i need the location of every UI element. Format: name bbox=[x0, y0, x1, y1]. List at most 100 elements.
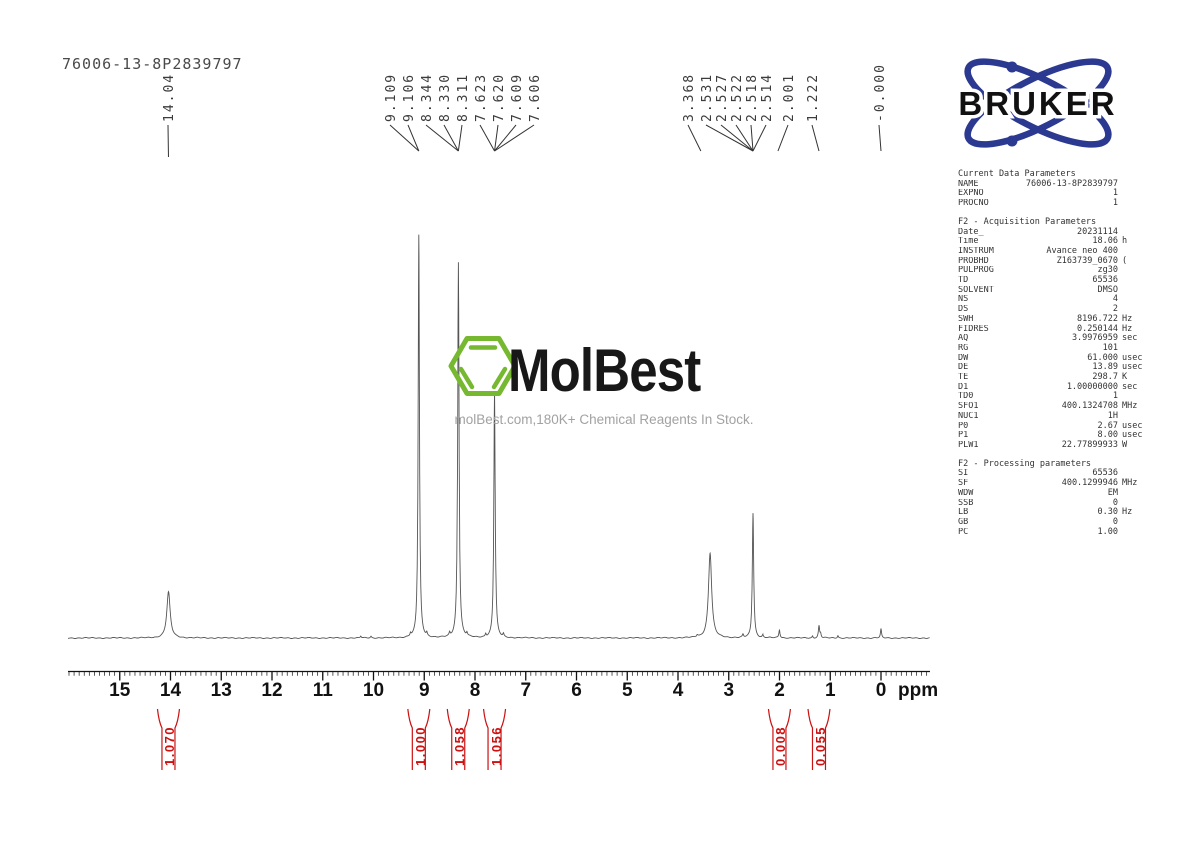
param-key: TD bbox=[958, 276, 969, 286]
integral-value-label: 1.000 bbox=[412, 725, 428, 766]
param-row: D1 1.00000000 sec bbox=[958, 382, 1154, 393]
param-value: 2.67 bbox=[1097, 420, 1118, 431]
peak-shift-label: 8.330 bbox=[438, 72, 453, 122]
param-unit bbox=[1118, 518, 1154, 528]
param-key: NUC1 bbox=[958, 411, 979, 421]
param-key: TD0 bbox=[958, 392, 974, 402]
param-row: PROCNO 1 bbox=[958, 198, 1154, 209]
peak-label-connector bbox=[494, 124, 517, 152]
param-row: NAME 76006-13-8P2839797 bbox=[958, 179, 1154, 190]
axis-tick-label: 0 bbox=[875, 680, 887, 701]
axis-tick-label: 7 bbox=[520, 680, 532, 701]
axis-tick-label: 10 bbox=[362, 680, 385, 701]
param-value: 2 bbox=[1112, 304, 1118, 315]
param-unit: MHz bbox=[1122, 401, 1138, 412]
param-key: DS bbox=[958, 305, 969, 315]
peak-shift-label: -0.000 bbox=[873, 63, 888, 122]
peak-shift-label: 7.623 bbox=[474, 72, 489, 122]
param-unit bbox=[1118, 180, 1154, 190]
param-key: SWH bbox=[958, 314, 974, 324]
param-row: P0 2.67 usec bbox=[958, 420, 1154, 432]
peak-label-connector bbox=[494, 124, 535, 152]
integral-bracket bbox=[767, 708, 792, 770]
peak-shift-label: 8.311 bbox=[456, 72, 471, 122]
param-unit bbox=[1118, 295, 1154, 305]
watermark-tagline: molBest.com,180K+ Chemical Reagents In S… bbox=[454, 412, 754, 427]
param-value: 400.1299946 bbox=[1061, 478, 1118, 489]
param-row: DE 13.89 usec bbox=[958, 363, 1154, 373]
param-row: INSTRUM Avance neo 400 bbox=[958, 246, 1154, 257]
param-key: WDW bbox=[958, 488, 974, 498]
peak-shift-label: 3.368 bbox=[682, 72, 697, 122]
peak-label-connector bbox=[811, 124, 820, 152]
param-row: DS 2 bbox=[958, 304, 1154, 315]
param-unit bbox=[1118, 528, 1154, 538]
param-key: P0 bbox=[958, 421, 969, 431]
param-unit: h bbox=[1122, 236, 1128, 247]
param-row: WDW EM bbox=[958, 488, 1154, 499]
param-row: TD 65536 bbox=[958, 275, 1154, 286]
params-section-header: F2 - Acquisition Parameters bbox=[958, 216, 1097, 227]
axis-tick-label: 2 bbox=[774, 680, 785, 701]
param-key: Date_ bbox=[958, 227, 984, 237]
peak-shift-label: 2.518 bbox=[745, 72, 760, 122]
params-section-header: Current Data Parameters bbox=[958, 169, 1076, 179]
param-row: AQ 3.9976959 sec bbox=[958, 334, 1154, 344]
peak-label-connector bbox=[389, 124, 420, 152]
peak-label-connector bbox=[687, 124, 702, 152]
param-key: SI bbox=[958, 469, 969, 479]
param-key: PROBHD bbox=[958, 256, 989, 266]
axis-tick-label: 1 bbox=[824, 680, 836, 701]
param-unit: Hz bbox=[1122, 323, 1133, 334]
param-unit: K bbox=[1122, 372, 1128, 383]
param-value: 101 bbox=[1102, 342, 1118, 353]
peak-label-connector bbox=[705, 124, 754, 152]
param-key: GB bbox=[958, 517, 969, 527]
param-unit bbox=[1118, 189, 1154, 199]
param-key: LB bbox=[958, 508, 969, 518]
peak-label-connector bbox=[777, 124, 789, 152]
param-key: RG bbox=[958, 343, 969, 353]
integral-value-label: 1.058 bbox=[452, 725, 468, 766]
param-row: Date_ 20231114 bbox=[958, 226, 1154, 238]
param-row: PULPROG zg30 bbox=[958, 266, 1154, 276]
param-unit bbox=[1118, 266, 1154, 276]
param-key: AQ bbox=[958, 334, 969, 344]
param-value: 1 bbox=[1112, 188, 1118, 199]
param-row: NUC1 1H bbox=[958, 411, 1154, 422]
param-value: 8.00 bbox=[1097, 430, 1118, 441]
peak-label-connector bbox=[750, 124, 754, 152]
integral-value-label: 1.070 bbox=[162, 725, 178, 766]
peak-label-connector bbox=[878, 124, 882, 152]
axis-tick-label: 13 bbox=[210, 680, 232, 701]
param-row: SOLVENT DMSO bbox=[958, 285, 1154, 296]
axis-tick-label: 8 bbox=[469, 680, 481, 701]
axis-tick-label: 12 bbox=[261, 680, 283, 701]
param-row: GB 0 bbox=[958, 517, 1154, 528]
param-row: P1 8.00 usec bbox=[958, 431, 1154, 441]
param-row: RG 101 bbox=[958, 342, 1154, 354]
axis-tick-label: 15 bbox=[109, 680, 131, 701]
param-value: 1 bbox=[1112, 198, 1118, 209]
param-value: 20231114 bbox=[1077, 226, 1118, 237]
peak-label-connector bbox=[494, 124, 499, 152]
param-value: 0 bbox=[1112, 497, 1118, 508]
params-section-header: F2 - Processing parameters bbox=[958, 458, 1092, 469]
integral-value-label: 0.055 bbox=[812, 725, 828, 766]
nmr-spectrum-trace bbox=[68, 234, 930, 639]
axis-tick-label: 14 bbox=[159, 680, 182, 701]
param-value: 65536 bbox=[1092, 468, 1118, 479]
integral-bracket bbox=[407, 708, 431, 770]
param-key: PULPROG bbox=[958, 266, 994, 276]
sample-title: 76006-13-8P2839797 bbox=[62, 55, 243, 73]
axis-tick-label: 4 bbox=[672, 680, 684, 701]
axis-unit-label: ppm bbox=[898, 680, 939, 701]
param-value: 0.30 bbox=[1097, 507, 1118, 518]
param-key: FIDRES bbox=[958, 324, 989, 334]
param-row: PLW1 22.77899933 W bbox=[958, 440, 1154, 451]
param-value: 400.1324708 bbox=[1061, 401, 1118, 412]
bruker-atom-icon bbox=[964, 58, 1112, 148]
param-key: P1 bbox=[958, 431, 969, 441]
param-row: SFO1 400.1324708 MHz bbox=[958, 401, 1154, 412]
param-unit: Hz bbox=[1122, 507, 1133, 518]
